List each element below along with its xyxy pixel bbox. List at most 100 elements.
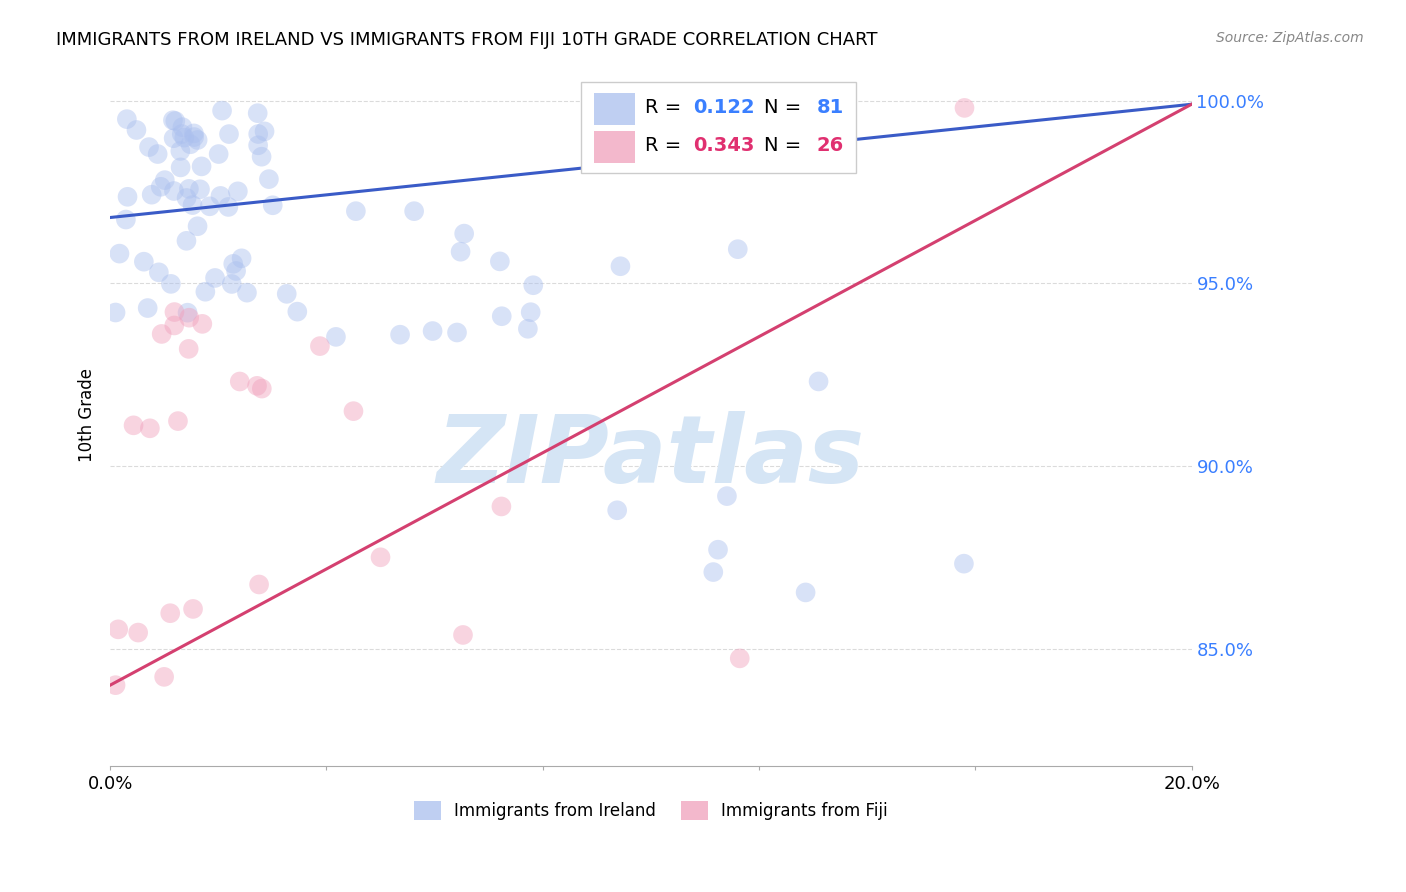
Point [188, 182, 211, 196]
Point [246, 379, 269, 393]
Text: N =: N = [765, 136, 808, 154]
Point [149, 179, 172, 194]
Point [209, 189, 232, 203]
Point [138, 140, 160, 154]
Point [727, 242, 749, 256]
Point [285, 304, 308, 318]
Text: ZIPatlas: ZIPatlas [437, 411, 865, 503]
Point [404, 204, 426, 219]
Point [160, 277, 183, 291]
Point [127, 625, 149, 640]
Point [309, 339, 332, 353]
Point [728, 651, 751, 665]
Point [173, 130, 195, 145]
Point [115, 112, 138, 127]
Point [276, 286, 298, 301]
Point [262, 198, 284, 212]
Point [250, 382, 273, 396]
Point [247, 138, 270, 153]
Point [176, 234, 198, 248]
Point [221, 277, 243, 291]
Point [163, 184, 186, 198]
FancyBboxPatch shape [593, 93, 634, 125]
Point [325, 330, 347, 344]
Point [169, 161, 191, 175]
Point [153, 670, 176, 684]
Point [491, 310, 513, 324]
Text: R =: R = [645, 97, 688, 117]
Text: R =: R = [645, 136, 688, 154]
Point [117, 190, 139, 204]
Text: N =: N = [765, 97, 808, 117]
Point [422, 324, 444, 338]
Point [446, 326, 468, 340]
Point [187, 133, 209, 147]
Text: 81: 81 [817, 97, 844, 117]
Text: IMMIGRANTS FROM IRELAND VS IMMIGRANTS FROM FIJI 10TH GRADE CORRELATION CHART: IMMIGRANTS FROM IRELAND VS IMMIGRANTS FR… [56, 31, 877, 49]
FancyBboxPatch shape [593, 131, 634, 163]
Point [247, 127, 270, 141]
Point [519, 305, 541, 319]
Point [183, 127, 205, 141]
Point [108, 246, 131, 260]
Point [451, 628, 474, 642]
Point [104, 678, 127, 692]
Point [191, 317, 214, 331]
Point [204, 271, 226, 285]
Point [246, 106, 269, 120]
Text: 0.122: 0.122 [693, 97, 755, 117]
Point [136, 301, 159, 315]
Point [250, 150, 273, 164]
Point [217, 200, 239, 214]
Point [344, 204, 367, 219]
Point [222, 257, 245, 271]
Point [606, 503, 628, 517]
Point [702, 565, 724, 579]
Point [794, 585, 817, 599]
Point [231, 252, 253, 266]
Point [491, 500, 513, 514]
Point [162, 131, 184, 145]
Point [139, 421, 162, 435]
Point [177, 342, 200, 356]
Point [146, 147, 169, 161]
Point [172, 120, 194, 135]
Point [163, 305, 186, 319]
Point [159, 606, 181, 620]
Point [225, 264, 247, 278]
Point [450, 244, 472, 259]
Text: 0.343: 0.343 [693, 136, 755, 154]
Legend: Immigrants from Ireland, Immigrants from Fiji: Immigrants from Ireland, Immigrants from… [415, 801, 887, 821]
Point [247, 577, 270, 591]
Point [115, 212, 138, 227]
Point [229, 375, 252, 389]
Point [211, 103, 233, 118]
Point [342, 404, 364, 418]
Point [165, 114, 187, 128]
Point [253, 124, 276, 138]
Point [141, 187, 163, 202]
Text: Source: ZipAtlas.com: Source: ZipAtlas.com [1216, 31, 1364, 45]
Point [218, 127, 240, 141]
Point [187, 219, 209, 234]
Point [125, 123, 148, 137]
Point [953, 101, 976, 115]
Point [389, 327, 412, 342]
Point [226, 184, 249, 198]
Point [453, 227, 475, 241]
Point [181, 198, 204, 212]
Point [236, 285, 259, 300]
Point [190, 160, 212, 174]
Point [169, 144, 191, 158]
Point [122, 418, 145, 433]
Point [150, 326, 173, 341]
Point [257, 172, 280, 186]
Point [104, 305, 127, 319]
Point [179, 137, 201, 152]
Point [170, 127, 193, 141]
Point [183, 130, 205, 145]
Point [707, 542, 730, 557]
Point [522, 278, 544, 293]
Point [198, 199, 221, 213]
Point [194, 285, 217, 299]
